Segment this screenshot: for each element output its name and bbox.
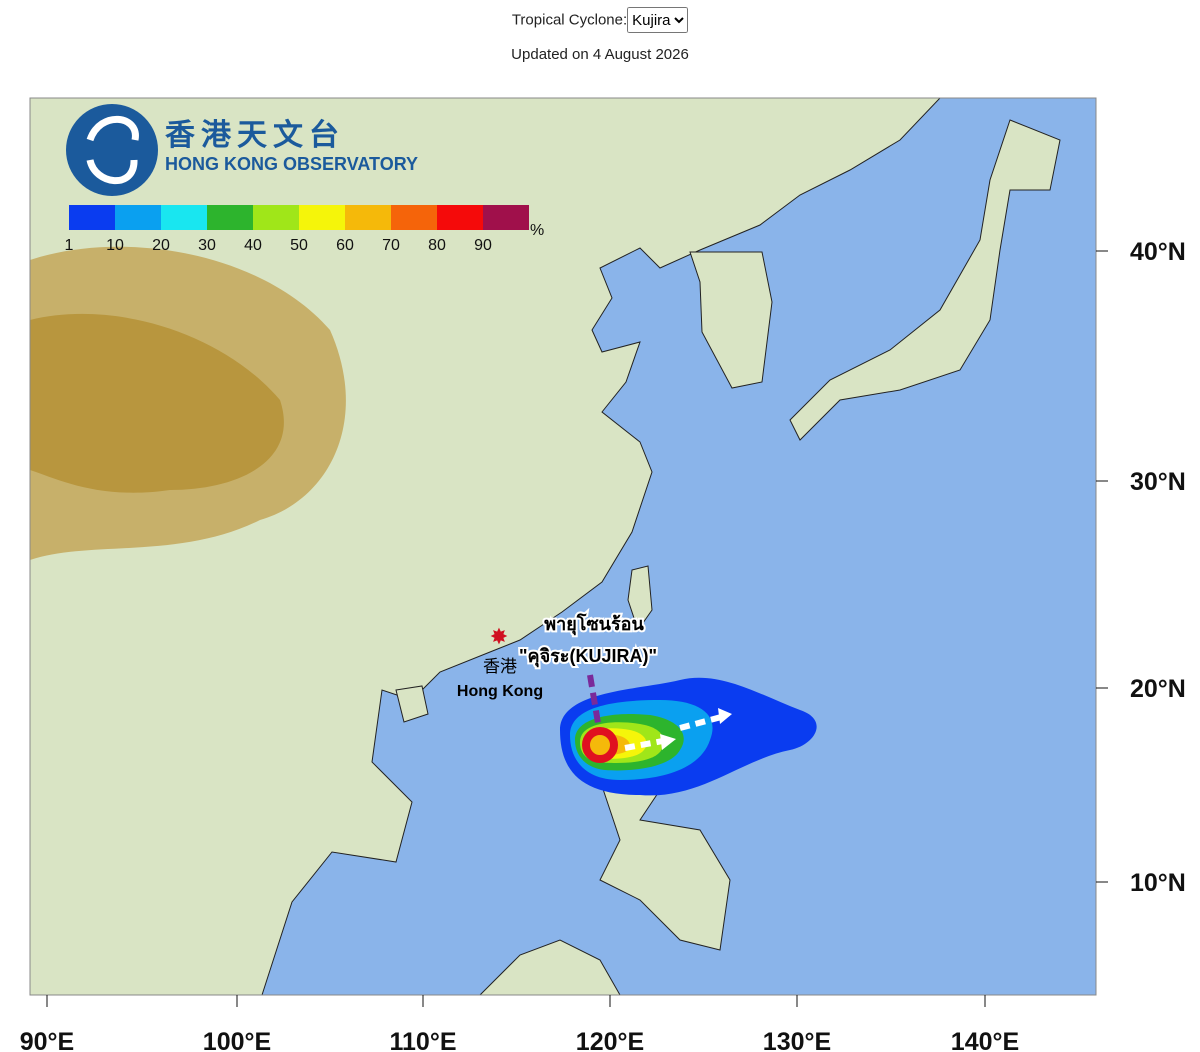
plateau-high [30,313,284,493]
lat-label: 10°N [1130,869,1186,897]
taiwan [627,565,653,632]
color-scale: 1 10 20 30 40 50 60 70 80 90 [65,205,529,254]
selector-label: Tropical Cyclone: [511,11,628,29]
logo-english: HONG KONG OBSERVATORY [165,154,418,174]
scale-swatch [253,205,299,230]
track-arrow [660,708,732,750]
scale-label: 30 [198,237,216,254]
scale-swatch [391,205,437,230]
cyclone-select[interactable]: Kujira [627,7,689,33]
storm-name: "คุจิระ(KUJIRA)" [519,646,657,668]
scale-label: 40 [244,237,262,254]
map-frame [29,97,1097,996]
axes: 40°N 30°N 20°N 10°N 90°E 100°E 110°E 120°E 130°E… [20,238,1186,1052]
scale-label: 70 [382,237,400,254]
korea [689,251,773,389]
scale-swatch [115,205,161,230]
lon-label: 110°E [389,1028,456,1052]
pointer [587,674,603,736]
lon-label: 130°E [763,1028,831,1052]
lat-label: 30°N [1130,468,1186,496]
scale-label: 10 [106,237,124,254]
scale-label: 90 [474,237,492,254]
scale-swatch [345,205,391,230]
city-marker: ✸ [490,624,508,649]
scale-label: 60 [336,237,354,254]
scale-label: 1 [65,237,74,254]
japan [789,119,1061,441]
logo-swirl [86,115,139,185]
lon-label: 100°E [203,1028,271,1052]
lat-label: 20°N [1130,675,1186,703]
city-label: Hong Kong [457,683,543,700]
storm-center [582,727,618,763]
scale-swatch [483,205,529,230]
scale-unit: % [530,222,544,239]
lat-label: 40°N [1130,238,1186,266]
scale-label: 20 [152,237,170,254]
scale-swatch [299,205,345,230]
city-chinese: 香港 [483,657,517,676]
selector-row: Tropical Cyclone: Kujira [0,7,1200,33]
track [624,713,726,751]
scale-label: 80 [428,237,446,254]
updated-text: Updated on 4 August 2026 [511,46,689,63]
lon-label: 120°E [576,1028,644,1052]
scale-swatch [69,205,115,230]
borneo [479,939,621,995]
lon-label: 90°E [20,1028,74,1052]
scale-swatch [437,205,483,230]
map-body: ✸ 香港 Hong Kong พายุโซนร้อน "คุจิระ(KUJIR… [30,98,1096,995]
scale-label: 50 [290,237,308,254]
hainan [395,685,429,723]
scale-swatch [161,205,207,230]
scale-swatch [207,205,253,230]
lon-label: 140°E [951,1028,1019,1052]
logo-chinese: 香港天文台 [165,118,345,152]
storm-type: พายุโซนร้อน [544,613,644,636]
